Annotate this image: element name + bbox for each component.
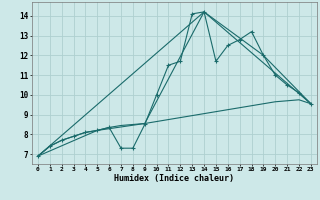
- X-axis label: Humidex (Indice chaleur): Humidex (Indice chaleur): [115, 174, 234, 183]
